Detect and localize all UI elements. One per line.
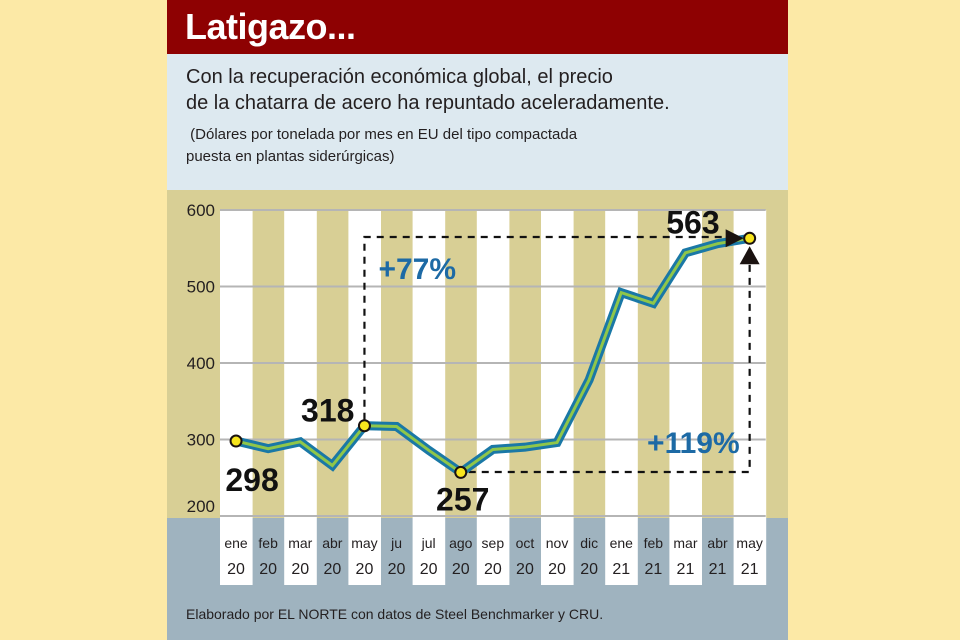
data-label: 298 — [225, 462, 278, 498]
label-stripe — [541, 518, 574, 585]
note-line-1: (Dólares por tonelada por mes en EU del … — [186, 126, 578, 143]
infographic-panel: Latigazo... Con la recuperación económic… — [167, 0, 788, 640]
x-tick-month: may — [351, 535, 377, 551]
x-tick-year: 20 — [420, 561, 438, 578]
series-line — [235, 236, 750, 475]
label-stripe — [733, 518, 767, 585]
chart-title: Latigazo... — [185, 6, 356, 47]
highlight-marker — [229, 434, 243, 448]
x-tick-month: feb — [644, 535, 664, 551]
note-line-2: puesta en plantas siderúrgicas) — [186, 148, 395, 165]
x-tick-month: may — [736, 535, 762, 551]
x-tick-year: 20 — [516, 561, 534, 578]
x-tick-year: 20 — [484, 561, 502, 578]
annotation-119-percent: +119% — [647, 427, 740, 460]
x-tick-month: jul — [421, 535, 436, 551]
x-tick-month: abr — [322, 535, 343, 551]
subtitle-line-2: de la chatarra de acero ha repuntado ace… — [186, 92, 670, 114]
label-stripe — [669, 518, 702, 585]
units-note: (Dólares por tonelada por mes en EU del … — [186, 124, 766, 168]
arrowhead-right-icon — [725, 229, 744, 248]
label-stripe — [284, 518, 317, 585]
subtitle-line-1: Con la recuperación económica global, el… — [186, 66, 613, 88]
x-tick-month: dic — [580, 535, 598, 551]
x-tick-year: 21 — [741, 561, 759, 578]
x-tick-month: oct — [516, 535, 535, 551]
x-tick-year: 20 — [548, 561, 566, 578]
x-tick-year: 21 — [612, 561, 630, 578]
label-stripe — [348, 518, 381, 585]
x-tick-month: ago — [449, 535, 473, 551]
line-chart: 600 500 400 300 200 ene 20 feb 20 mar 20 abr 20 may 20… — [187, 201, 767, 585]
source-credit: Elaborado por EL NORTE con datos de Stee… — [186, 606, 604, 622]
label-stripe — [412, 518, 446, 585]
x-tick-year: 21 — [644, 561, 662, 578]
x-tick-month: abr — [707, 535, 728, 551]
x-tick-year: 20 — [227, 561, 245, 578]
data-label: 318 — [301, 393, 354, 429]
x-tick-month: sep — [482, 535, 505, 551]
arrowhead-up-icon — [739, 246, 760, 265]
x-tick-year: 20 — [452, 561, 470, 578]
label-stripe — [605, 518, 638, 585]
x-tick-year: 20 — [291, 561, 309, 578]
x-tick-month: ene — [224, 535, 248, 551]
y-tick-label: 300 — [187, 431, 215, 450]
x-tick-year: 21 — [709, 561, 727, 578]
chart-subtitle: Con la recuperación económica global, el… — [186, 64, 766, 116]
data-label: 257 — [436, 481, 489, 517]
y-tick-label: 400 — [187, 354, 215, 373]
label-stripe — [476, 518, 510, 585]
x-tick-month: ene — [610, 535, 634, 551]
x-tick-month: mar — [673, 535, 697, 551]
y-tick-label: 600 — [187, 201, 215, 220]
dashed-guide-77 — [363, 235, 730, 420]
x-tick-year: 20 — [580, 561, 598, 578]
x-tick-month: ju — [390, 535, 402, 551]
x-tick-month: nov — [546, 535, 569, 551]
x-tick-month: feb — [258, 535, 278, 551]
label-stripe — [220, 518, 253, 585]
x-tick-year: 20 — [323, 561, 341, 578]
description-box: Con la recuperación económica global, el… — [167, 54, 788, 190]
y-tick-label: 200 — [187, 497, 215, 516]
header-bar: Latigazo... — [167, 0, 788, 54]
annotation-77-percent: +77% — [378, 253, 456, 286]
x-tick-year: 20 — [388, 561, 406, 578]
x-tick-month: mar — [288, 535, 312, 551]
dashed-guide-119 — [468, 264, 751, 474]
y-tick-label: 500 — [187, 278, 215, 297]
data-label: 563 — [666, 204, 719, 240]
highlight-marker — [357, 419, 371, 433]
x-tick-year: 20 — [356, 561, 374, 578]
x-tick-year: 21 — [677, 561, 695, 578]
highlight-marker — [743, 231, 757, 245]
x-tick-year: 20 — [259, 561, 277, 578]
highlight-marker — [454, 465, 468, 479]
